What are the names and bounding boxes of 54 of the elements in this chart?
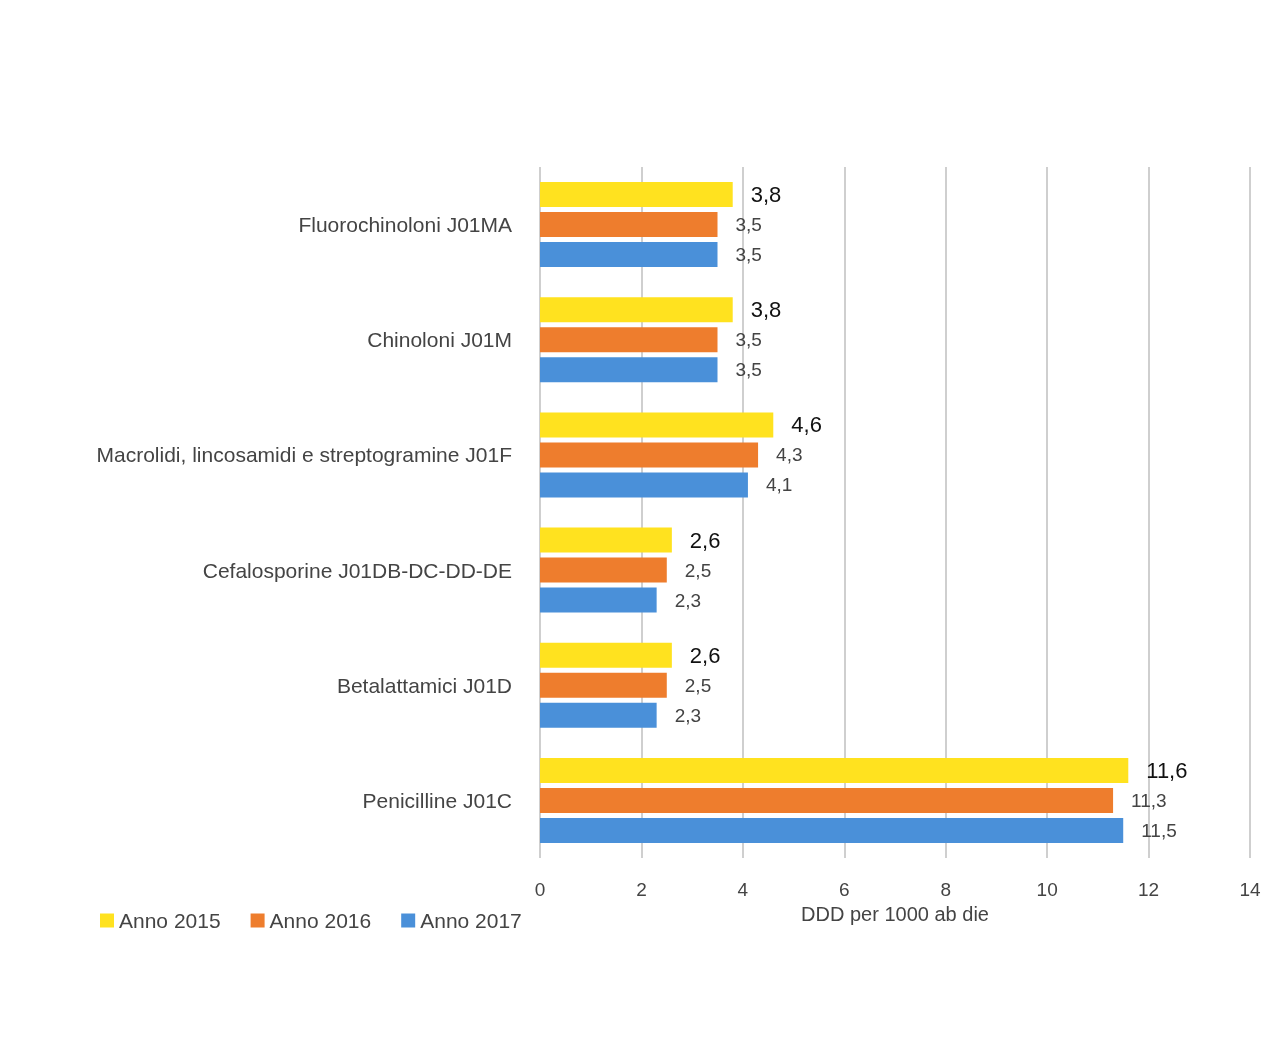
data-label: 3,5 — [735, 359, 762, 381]
bar — [540, 472, 748, 498]
data-label: 11,5 — [1141, 819, 1177, 841]
data-label: 4,3 — [776, 444, 803, 466]
data-label: 11,3 — [1131, 789, 1167, 811]
y-tick-label: Chinoloni J01M — [367, 328, 512, 352]
y-tick-label: Betalattamici J01D — [336, 673, 512, 697]
bar — [540, 182, 733, 208]
bar — [540, 672, 667, 698]
data-label: 4,1 — [765, 474, 793, 496]
x-tick-label: 0 — [534, 879, 546, 900]
bar — [540, 527, 672, 553]
data-label: 2,3 — [674, 704, 702, 726]
bar — [540, 757, 1129, 783]
data-label: 3,5 — [735, 329, 762, 351]
bar — [540, 327, 718, 353]
bar — [540, 642, 672, 668]
bar — [540, 212, 718, 238]
data-label: 3,5 — [735, 244, 762, 266]
bar — [540, 442, 759, 468]
data-label: 3,5 — [735, 214, 762, 236]
bar — [540, 557, 667, 583]
data-label: 3,8 — [750, 297, 782, 323]
y-tick-label: Cefalosporine J01DB-DC-DD-DE — [202, 558, 512, 582]
x-tick-label: 8 — [940, 879, 951, 900]
data-label: 2,6 — [689, 642, 721, 668]
bar — [540, 297, 733, 323]
bar — [540, 587, 657, 613]
bar — [540, 702, 657, 728]
x-axis-title: DDD per 1000 ab die — [801, 902, 989, 925]
data-label: 4,6 — [791, 412, 822, 438]
x-tick-label: 6 — [839, 879, 850, 900]
y-tick-label: Fluorochinoloni J01MA — [298, 213, 512, 237]
data-label: 3,8 — [750, 182, 782, 208]
data-label: 2,5 — [684, 559, 712, 581]
data-label: 2,5 — [684, 674, 712, 696]
y-tick-label: Penicilline J01C — [362, 788, 512, 812]
x-tick-label: 14 — [1239, 879, 1261, 900]
y-tick-label: Macrolidi, lincosamidi e streptogramine J01F — [96, 443, 512, 467]
x-tick-label: 10 — [1036, 879, 1058, 900]
legend-label: Anno 2016 — [269, 909, 372, 932]
legend-label: Anno 2015 — [119, 909, 221, 932]
x-tick-label: 2 — [636, 879, 647, 900]
x-tick-label: 12 — [1138, 879, 1160, 900]
data-label: 2,3 — [674, 589, 702, 611]
bar — [540, 787, 1114, 813]
bar — [540, 412, 774, 438]
legend-label: Anno 2017 — [420, 909, 522, 932]
x-tick-label: 4 — [737, 879, 749, 900]
bar — [540, 357, 718, 383]
bar — [540, 242, 718, 268]
data-label: 11,6 — [1146, 757, 1188, 783]
data-label: 2,6 — [689, 527, 721, 553]
bar — [540, 817, 1124, 843]
